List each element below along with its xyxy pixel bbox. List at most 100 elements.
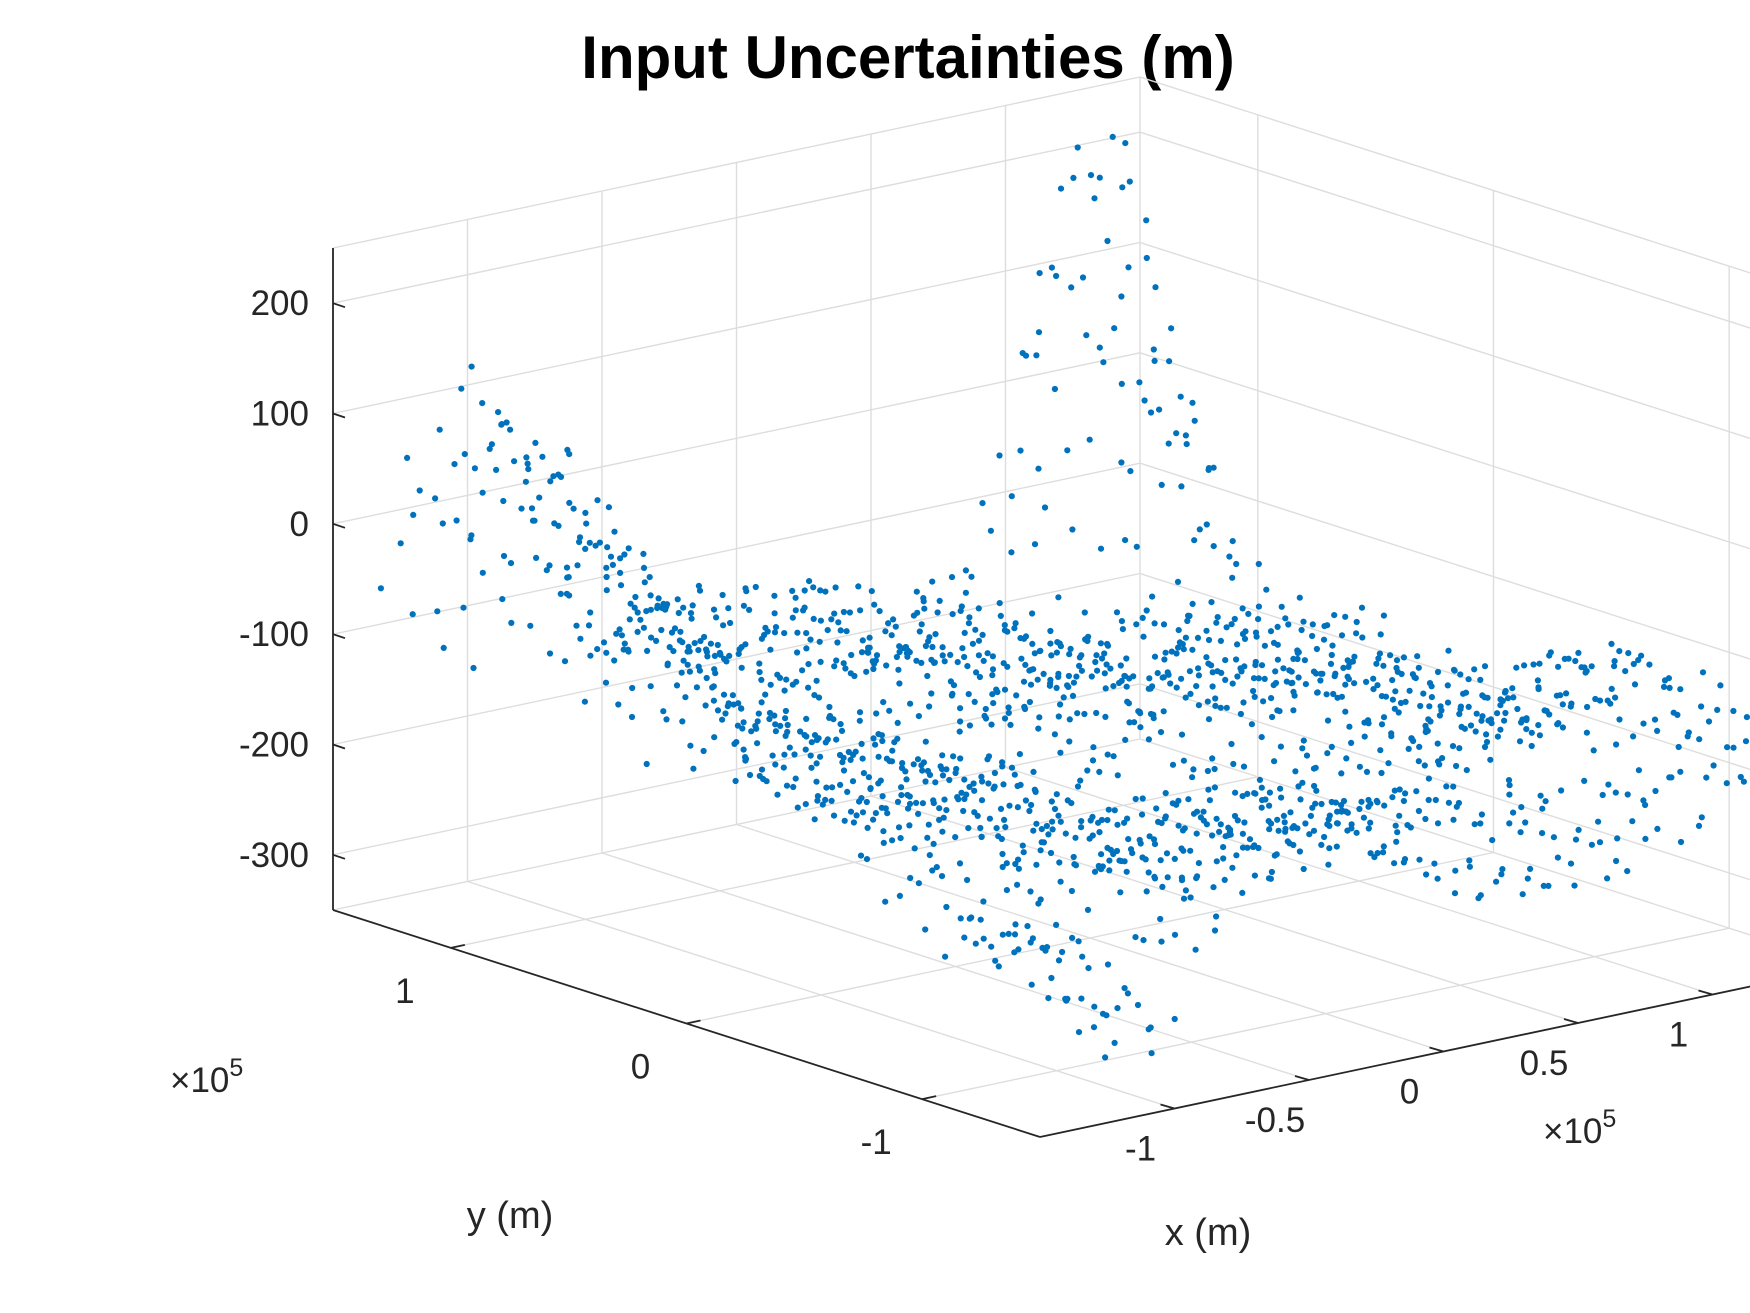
data-point <box>1321 833 1328 841</box>
data-point <box>1499 866 1506 873</box>
data-point <box>594 497 601 504</box>
data-point <box>1313 787 1320 794</box>
data-point <box>1157 857 1164 864</box>
data-point <box>1234 673 1241 680</box>
data-point <box>1211 784 1218 791</box>
data-point <box>1123 655 1130 662</box>
data-point <box>1395 709 1402 716</box>
data-point <box>819 801 826 808</box>
data-point <box>915 880 923 887</box>
data-point <box>1129 850 1136 857</box>
data-point <box>1255 844 1262 852</box>
data-point <box>697 637 704 645</box>
data-point <box>1289 679 1296 687</box>
data-point <box>563 590 571 597</box>
data-point <box>687 610 695 617</box>
data-point <box>791 751 798 758</box>
data-point <box>1220 855 1227 862</box>
data-point <box>932 631 939 638</box>
data-point <box>702 702 709 709</box>
data-point <box>840 660 847 667</box>
data-point <box>993 825 1000 832</box>
data-point <box>1434 820 1442 827</box>
data-point <box>596 539 604 546</box>
data-point <box>1150 346 1157 353</box>
data-point <box>1575 649 1582 657</box>
data-point <box>999 850 1006 858</box>
data-point <box>1048 264 1055 271</box>
data-point <box>582 545 589 553</box>
data-point <box>991 769 999 777</box>
data-point <box>628 713 636 721</box>
data-point <box>1157 729 1165 736</box>
data-point <box>1333 843 1340 850</box>
grid-line-wall-z <box>1139 131 1750 329</box>
data-point <box>814 797 821 804</box>
data-point <box>943 766 950 773</box>
data-point <box>835 619 842 626</box>
data-point <box>1299 745 1306 752</box>
data-point <box>1212 695 1219 702</box>
data-point <box>1481 663 1489 670</box>
data-point <box>1405 745 1412 753</box>
data-point <box>808 739 815 746</box>
data-point <box>1730 744 1737 751</box>
data-point <box>1239 844 1247 851</box>
data-point <box>647 683 654 690</box>
data-point <box>1150 836 1158 843</box>
data-point <box>1497 696 1504 703</box>
data-point <box>1638 652 1645 659</box>
data-point <box>1255 560 1262 568</box>
data-point <box>1055 713 1062 720</box>
data-point <box>1178 874 1185 881</box>
data-point <box>930 800 937 807</box>
data-point <box>1136 836 1143 844</box>
data-point <box>600 639 608 646</box>
data-point <box>906 793 913 800</box>
data-point <box>1272 679 1280 687</box>
data-point <box>915 810 922 818</box>
data-point <box>1070 174 1077 181</box>
data-point <box>627 600 634 607</box>
data-point <box>1187 690 1194 698</box>
data-point <box>1329 642 1336 649</box>
data-point <box>1265 818 1272 825</box>
data-point <box>1432 796 1439 804</box>
data-point <box>641 579 648 586</box>
data-point <box>896 892 904 900</box>
data-point <box>1217 821 1224 828</box>
data-point <box>436 426 443 433</box>
data-point <box>1205 786 1212 793</box>
data-point <box>507 560 515 567</box>
data-point <box>866 634 873 641</box>
data-point <box>1045 995 1052 1002</box>
data-point <box>1133 621 1140 628</box>
data-point <box>1148 1050 1155 1057</box>
data-point <box>1674 711 1681 719</box>
grid-line-wall-z <box>1139 572 1750 771</box>
data-point <box>1477 676 1484 684</box>
data-point <box>1389 794 1396 801</box>
data-point <box>1240 763 1248 770</box>
data-point <box>1147 685 1154 692</box>
data-point <box>1348 825 1355 832</box>
data-point <box>772 721 779 728</box>
data-point <box>1400 797 1407 805</box>
data-point <box>581 698 589 705</box>
z-tick-mark <box>332 853 346 860</box>
data-point <box>949 611 956 618</box>
data-point <box>817 587 824 594</box>
data-point <box>409 611 416 618</box>
data-point <box>849 778 857 785</box>
data-point <box>1294 825 1301 832</box>
data-point <box>1325 816 1332 823</box>
data-point <box>1501 689 1509 696</box>
data-point <box>888 632 895 639</box>
data-point <box>573 622 580 629</box>
data-point <box>695 647 702 654</box>
data-point <box>434 608 441 615</box>
data-point <box>895 824 903 831</box>
data-point <box>1255 616 1262 623</box>
data-point <box>1274 656 1281 663</box>
data-point <box>997 612 1004 620</box>
